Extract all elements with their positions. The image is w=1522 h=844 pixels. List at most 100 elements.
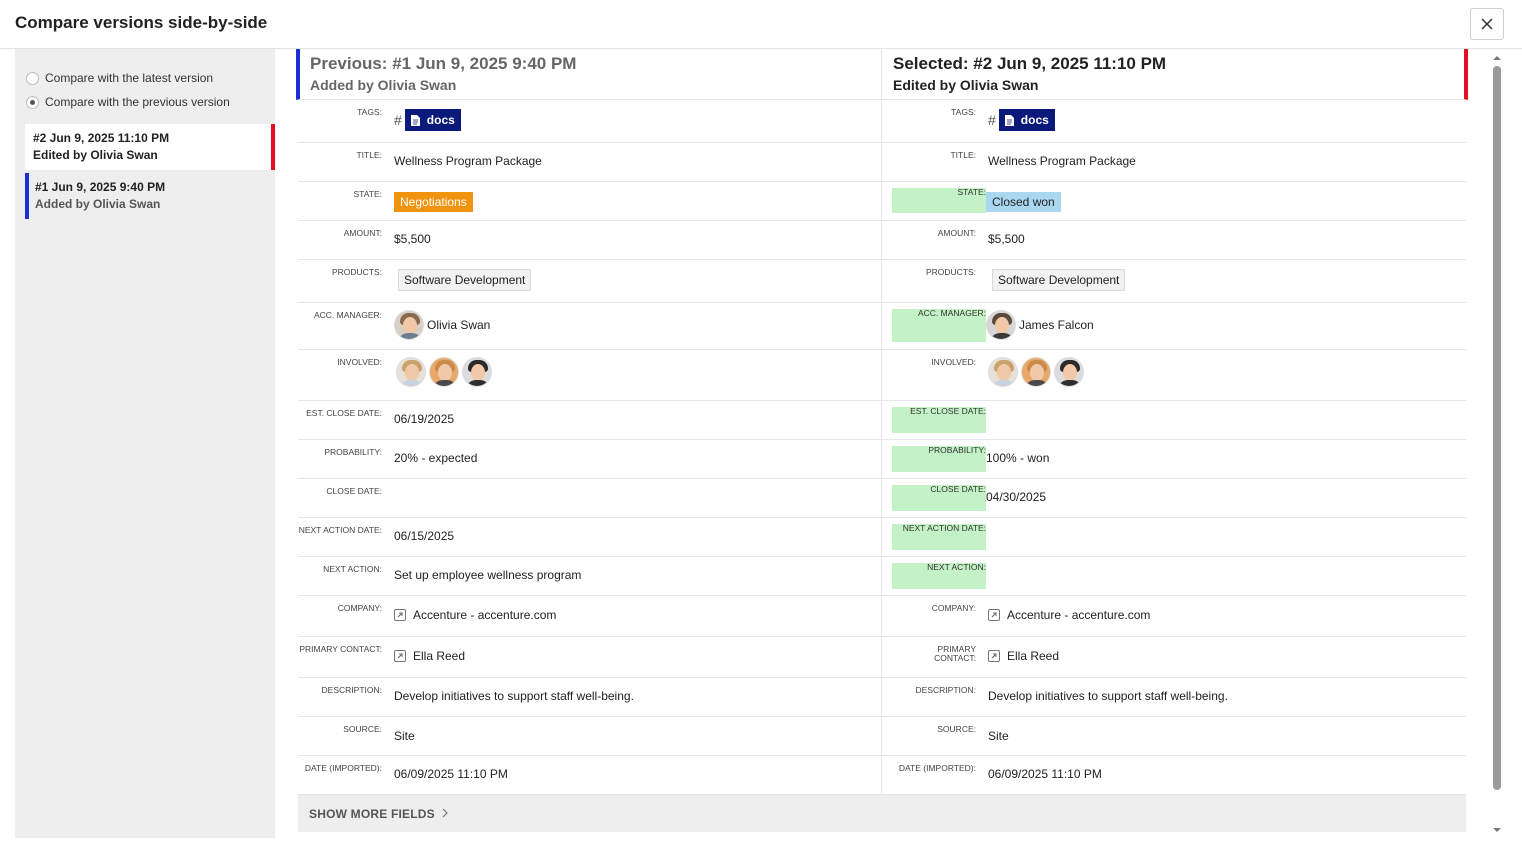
selected-version-header: Selected: #2 Jun 9, 2025 11:10 PM Edited… <box>881 49 1468 100</box>
field-label: ACC. MANAGER: <box>313 310 382 320</box>
scroll-up-icon[interactable] <box>1492 53 1502 63</box>
close-button[interactable] <box>1470 8 1504 40</box>
contact-name: Ella Reed <box>1007 649 1060 663</box>
field-label: PROBABILITY: <box>324 447 382 457</box>
row-amount: AMOUNT: $5,500 AMOUNT: $5,500 <box>298 221 1466 260</box>
row-next-action-date: NEXT ACTION DATE: 06/15/2025 NEXT ACTION… <box>298 518 1466 557</box>
field-label: AMOUNT: <box>343 228 382 238</box>
radio-icon <box>26 71 39 85</box>
field-label: TAGS: <box>951 107 976 117</box>
field-label: DATE (IMPORTED): <box>304 763 382 773</box>
field-label: DESCRIPTION: <box>915 685 976 695</box>
field-label: INVOLVED: <box>931 357 976 367</box>
row-next-action: NEXT ACTION: Set up employee wellness pr… <box>298 557 1466 596</box>
avatar <box>396 357 426 387</box>
field-label-changed: NEXT ACTION: <box>892 563 986 589</box>
field-label: TITLE: <box>950 150 976 160</box>
scroll-down-icon[interactable] <box>1492 825 1502 835</box>
field-value: Develop initiatives to support staff wel… <box>394 689 634 703</box>
scroll-thumb[interactable] <box>1493 66 1501 790</box>
version-author: Added by Olivia Swan <box>35 197 161 211</box>
field-value: $5,500 <box>394 232 431 246</box>
field-label: PRODUCTS: <box>925 267 976 277</box>
field-value: Develop initiatives to support staff wel… <box>988 689 1228 703</box>
version-author: Edited by Olivia Swan <box>33 148 158 162</box>
show-more-fields-button[interactable]: SHOW MORE FIELDS <box>298 795 1466 832</box>
tag-docs[interactable]: docs <box>998 109 1055 131</box>
field-label: STATE: <box>353 189 383 199</box>
chevron-right-icon <box>442 808 449 818</box>
field-label: PRODUCTS: <box>331 267 382 277</box>
avatar <box>394 310 424 340</box>
radio-compare-previous[interactable]: Compare with the previous version <box>26 94 230 110</box>
state-badge: Negotiations <box>394 192 473 212</box>
field-label: EST. CLOSE DATE: <box>306 408 382 418</box>
field-value: Wellness Program Package <box>988 154 1136 168</box>
field-value: 100% - won <box>986 451 1050 465</box>
field-value: Wellness Program Package <box>394 154 542 168</box>
field-label: DESCRIPTION: <box>321 685 382 695</box>
row-title: TITLE: Wellness Program Package TITLE: W… <box>298 143 1466 182</box>
external-link-icon <box>394 650 406 662</box>
external-link-icon <box>394 609 406 621</box>
product-chip: Software Development <box>992 269 1126 291</box>
row-acc-manager: ACC. MANAGER: Olivia Swan ACC. MANAGER: … <box>298 303 1466 350</box>
avatar <box>1054 357 1084 387</box>
contact-link[interactable]: Ella Reed <box>988 649 1059 663</box>
field-value: 06/09/2025 11:10 PM <box>394 767 508 781</box>
manager-name: James Falcon <box>1019 318 1094 332</box>
company-name: Accenture - accenture.com <box>413 608 557 622</box>
row-description: DESCRIPTION: Develop initiatives to supp… <box>298 678 1466 717</box>
document-icon <box>1004 114 1014 126</box>
avatar <box>429 357 459 387</box>
field-value: 04/30/2025 <box>986 490 1047 504</box>
scrollbar[interactable] <box>1490 49 1504 839</box>
row-est-close-date: EST. CLOSE DATE: 06/19/2025 EST. CLOSE D… <box>298 401 1466 440</box>
row-probability: PROBABILITY: 20% - expected PROBABILITY:… <box>298 440 1466 479</box>
field-value: 20% - expected <box>394 451 478 465</box>
field-label-changed: ACC. MANAGER: <box>892 309 986 342</box>
row-close-date: CLOSE DATE: CLOSE DATE: 04/30/2025 <box>298 479 1466 518</box>
radio-label: Compare with the latest version <box>45 71 214 85</box>
hash-icon: # <box>394 112 402 128</box>
version-item-1[interactable]: #1 Jun 9, 2025 9:40 PM Added by Olivia S… <box>25 173 275 219</box>
field-label: TITLE: <box>356 150 382 160</box>
previous-version-title: Previous: #1 Jun 9, 2025 9:40 PM <box>310 54 577 73</box>
field-label: AMOUNT: <box>937 228 976 238</box>
field-label: TAGS: <box>357 107 382 117</box>
radio-label: Compare with the previous version <box>45 95 230 109</box>
field-label: CLOSE DATE: <box>326 486 382 496</box>
version-item-2[interactable]: #2 Jun 9, 2025 11:10 PM Edited by Olivia… <box>25 124 275 170</box>
company-link[interactable]: Accenture - accenture.com <box>988 608 1150 622</box>
field-label-changed: NEXT ACTION DATE: <box>892 524 986 550</box>
document-icon <box>410 114 420 126</box>
radio-compare-latest[interactable]: Compare with the latest version <box>26 70 213 86</box>
contact-name: Ella Reed <box>413 649 466 663</box>
company-link[interactable]: Accenture - accenture.com <box>394 608 556 622</box>
row-company: COMPANY: Accenture - accenture.com COMPA… <box>298 596 1466 637</box>
hash-icon: # <box>988 112 996 128</box>
field-label: NEXT ACTION DATE: <box>298 525 382 535</box>
row-source: SOURCE: Site SOURCE: Site <box>298 717 1466 756</box>
tag-label: docs <box>426 113 455 127</box>
dialog-header: Compare versions side-by-side <box>0 0 1522 49</box>
avatar <box>988 357 1018 387</box>
version-title: #2 Jun 9, 2025 11:10 PM <box>33 131 170 145</box>
manager-name: Olivia Swan <box>427 318 491 332</box>
field-label: COMPANY: <box>337 603 382 613</box>
field-value: $5,500 <box>988 232 1025 246</box>
contact-link[interactable]: Ella Reed <box>394 649 465 663</box>
state-badge: Closed won <box>986 192 1061 212</box>
selected-version-author: Edited by Olivia Swan <box>893 77 1039 93</box>
dialog-title: Compare versions side-by-side <box>15 13 268 32</box>
version-sidebar: Compare with the latest version Compare … <box>15 49 275 838</box>
field-label-changed: CLOSE DATE: <box>892 485 986 511</box>
show-more-label: SHOW MORE FIELDS <box>309 807 435 821</box>
tag-docs[interactable]: docs <box>404 109 461 131</box>
field-value: Set up employee wellness program <box>394 568 582 582</box>
row-involved: INVOLVED: INVOLVED: <box>298 350 1466 401</box>
external-link-icon <box>988 650 1000 662</box>
version-title: #1 Jun 9, 2025 9:40 PM <box>35 180 166 194</box>
field-value: 06/15/2025 <box>394 529 455 543</box>
field-label: NEXT ACTION: <box>323 564 382 574</box>
